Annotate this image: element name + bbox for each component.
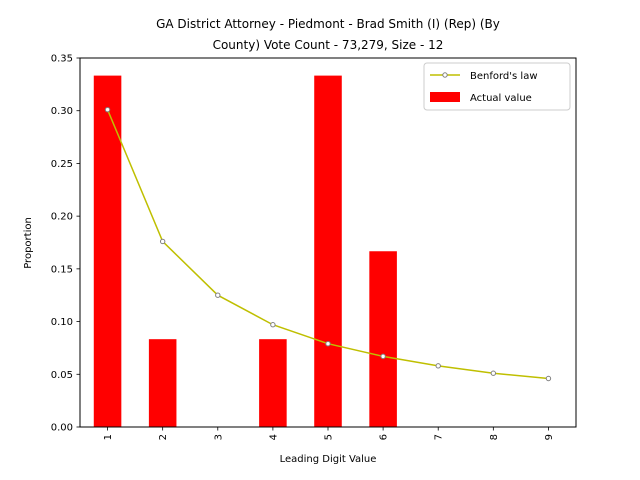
plot-frame: [79, 57, 577, 428]
legend-box: [423, 62, 571, 111]
x-tick-label: 8: [489, 434, 500, 440]
benford-point-digit-1: [104, 106, 111, 113]
x-tick-label: 2: [158, 434, 169, 440]
x-tick-label: 4: [268, 434, 279, 440]
y-tick-label: 0.35: [51, 54, 73, 65]
legend: Benford's law Actual value: [423, 62, 571, 111]
y-tick-label: 0.00: [51, 423, 73, 434]
y-axis-ticks: 0.00 0.05 0.10 0.15 0.20 0.25 0.30 0.35: [51, 54, 80, 434]
legend-actual-label: Actual value: [470, 93, 532, 104]
x-tick-label: 7: [434, 434, 445, 440]
bar-digit-6: [369, 251, 397, 427]
x-tick-label: 5: [324, 434, 335, 440]
legend-benford-label: Benford's law: [470, 71, 538, 82]
y-tick-label: 0.25: [51, 159, 73, 170]
y-axis-label: Proportion: [23, 217, 34, 269]
y-tick-label: 0.20: [51, 212, 73, 223]
bar-digit-5: [314, 75, 342, 428]
y-tick-label: 0.05: [51, 370, 73, 381]
benford-line-series: [104, 106, 552, 382]
x-tick-label: 6: [379, 434, 390, 440]
benford-point-digit-7: [435, 363, 441, 369]
x-tick-label: 1: [103, 434, 114, 440]
chart-title-line2: County) Vote Count - 73,279, Size - 12: [213, 38, 444, 52]
y-tick-label: 0.15: [51, 264, 73, 275]
bar-digit-4: [259, 339, 287, 427]
legend-benford-marker: [442, 72, 448, 78]
bar-series: [93, 75, 397, 428]
x-axis-label: Leading Digit Value: [280, 454, 377, 465]
bar-digit-2: [148, 339, 177, 427]
y-tick-label: 0.10: [51, 317, 73, 328]
benford-point-digit-2: [159, 238, 166, 245]
x-tick-label: 3: [213, 434, 224, 440]
legend-actual-bar-swatch: [430, 92, 460, 102]
benford-point-digit-3: [215, 292, 221, 298]
y-tick-label: 0.30: [51, 106, 73, 117]
benford-point-digit-9: [545, 375, 552, 382]
x-tick-label: 9: [544, 434, 555, 440]
benford-point-digit-6: [380, 353, 386, 360]
benford-point-digit-5: [325, 341, 331, 347]
benford-point-digit-8: [490, 370, 497, 376]
chart-title-line1: GA District Attorney - Piedmont - Brad S…: [156, 17, 500, 31]
x-axis-ticks: 1 2 3 4 5 6 7 8 9: [103, 427, 555, 440]
benford-point-digit-4: [270, 322, 276, 328]
bar-digit-1: [93, 75, 122, 428]
